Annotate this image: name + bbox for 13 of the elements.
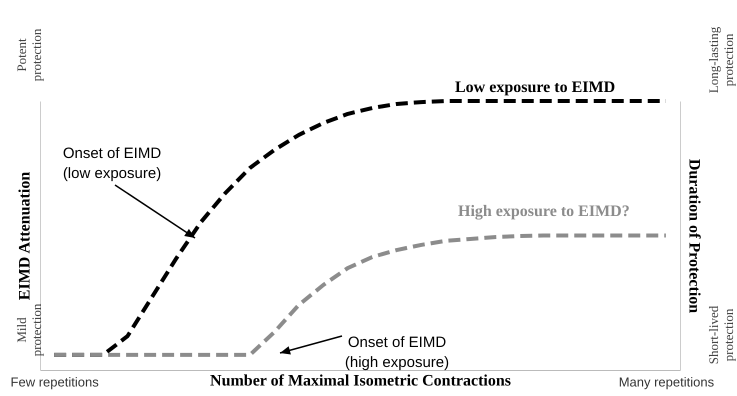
x-tick-label: Many repetitions xyxy=(618,374,715,390)
text: Potent protection xyxy=(14,28,44,82)
annotation: Mild protection xyxy=(14,303,44,356)
text: Long-lasting protection xyxy=(706,26,736,94)
x-axis-title: Number of Maximal Isometric Contractions xyxy=(210,372,511,390)
annotation: Onset of EIMD (low exposure) xyxy=(62,145,162,182)
annotation: Onset of EIMD (high exposure) xyxy=(344,334,450,371)
y-axis-title: EIMD Attenuation xyxy=(16,172,34,300)
x-tick-label: Few repetitions xyxy=(10,374,100,390)
series-label: High exposure to EIMD? xyxy=(458,203,630,220)
series-label: Low exposure to EIMD xyxy=(455,79,616,96)
text: Short-lived protection xyxy=(706,305,736,364)
y2-axis-title: Duration of Protection xyxy=(686,158,702,314)
